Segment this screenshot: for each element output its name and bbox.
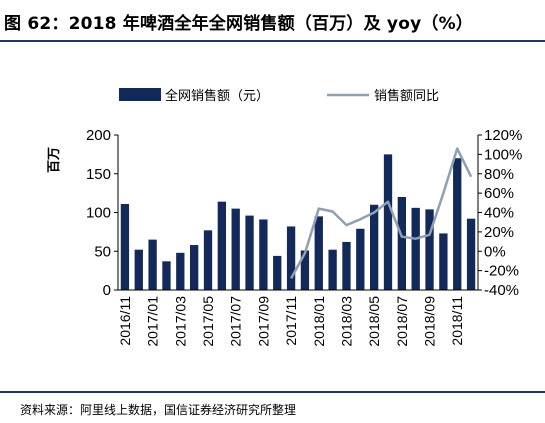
bar bbox=[328, 249, 337, 290]
bar bbox=[411, 207, 420, 290]
legend-label-bar: 全网销售额（元） bbox=[165, 88, 269, 104]
y-tick-label: 100 bbox=[86, 205, 111, 222]
bar bbox=[120, 203, 130, 290]
legend-swatch-bar bbox=[119, 88, 161, 101]
bar bbox=[203, 230, 213, 290]
bar bbox=[162, 261, 171, 290]
y2-tick-label: 40% bbox=[484, 205, 514, 222]
bar bbox=[217, 201, 226, 290]
x-tick-label: 2018/01 bbox=[311, 296, 327, 347]
bar bbox=[342, 241, 351, 290]
bar bbox=[370, 204, 379, 290]
bar bbox=[245, 215, 254, 290]
y2-tick-label: -20% bbox=[484, 263, 519, 280]
y-tick-label: 150 bbox=[86, 166, 111, 183]
bar bbox=[148, 239, 157, 290]
legend-label-line: 销售额同比 bbox=[374, 88, 439, 104]
bar bbox=[300, 250, 310, 290]
title-bar: 图 62：2018 年啤酒全年全网销售额（百万）及 yoy（%） bbox=[0, 0, 545, 42]
source-note: 资料来源：阿里线上数据，国信证券经济研究所整理 bbox=[20, 403, 297, 417]
x-tick-label: 2017/09 bbox=[255, 296, 271, 347]
footer: 资料来源：阿里线上数据，国信证券经济研究所整理 bbox=[0, 391, 545, 423]
y2-tick-label: 80% bbox=[484, 166, 514, 183]
x-tick-label: 2018/11 bbox=[449, 296, 465, 346]
x-tick-label: 2017/05 bbox=[200, 296, 216, 347]
y2-tick-label: 20% bbox=[484, 224, 514, 241]
bar bbox=[176, 252, 185, 290]
bar bbox=[466, 218, 476, 290]
x-tick-label: 2017/01 bbox=[145, 296, 161, 347]
bar bbox=[397, 197, 406, 290]
y2-tick-label: 60% bbox=[484, 185, 514, 202]
bar bbox=[314, 216, 323, 290]
bar bbox=[425, 209, 434, 290]
x-tick-label: 2017/11 bbox=[283, 296, 299, 346]
bar bbox=[273, 255, 282, 290]
bar bbox=[453, 158, 462, 290]
x-tick-label: 2017/03 bbox=[172, 296, 188, 347]
y2-tick-label: -40% bbox=[484, 282, 519, 299]
x-tick-label: 2018/07 bbox=[394, 296, 410, 347]
bar bbox=[231, 208, 240, 290]
bar bbox=[439, 233, 448, 290]
bar bbox=[286, 226, 296, 290]
y-tick-label: 50 bbox=[94, 243, 111, 260]
y2-tick-label: 120% bbox=[484, 127, 522, 144]
bar bbox=[259, 219, 268, 290]
y-tick-label: 0 bbox=[103, 282, 111, 299]
x-tick-label: 2018/05 bbox=[366, 296, 382, 347]
y2-tick-label: 0% bbox=[484, 243, 506, 260]
bar bbox=[383, 154, 393, 290]
x-tick-label: 2018/03 bbox=[338, 296, 354, 347]
series-line-yoy bbox=[290, 147, 473, 280]
y-tick-label: 200 bbox=[86, 127, 111, 144]
chart-title: 图 62：2018 年啤酒全年全网销售额（百万）及 yoy（%） bbox=[4, 14, 474, 34]
bar bbox=[356, 228, 365, 290]
bar bbox=[190, 245, 199, 290]
x-tick-label: 2018/09 bbox=[422, 296, 438, 347]
x-tick-label: 2017/07 bbox=[228, 296, 244, 347]
bar bbox=[134, 249, 143, 290]
y2-tick-label: 100% bbox=[484, 146, 522, 163]
y-axis-label: 百万 bbox=[47, 147, 62, 173]
x-tick-label: 2016/11 bbox=[117, 296, 133, 346]
